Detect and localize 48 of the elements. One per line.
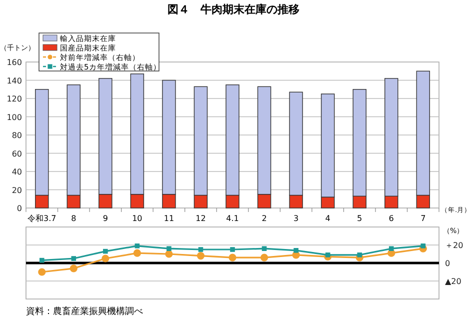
y-tick-label: 60 [12, 149, 22, 158]
point [325, 252, 330, 258]
x-tick-label: 12 [196, 214, 206, 223]
y-tick-label: 20 [12, 186, 22, 195]
x-tick-label: 5 [357, 214, 362, 223]
y-tick-label: 160 [6, 58, 22, 67]
point [294, 248, 298, 253]
x-tick-label: 令和3.7 [28, 214, 56, 223]
x-tick-label: 4.1 [226, 214, 239, 223]
point [228, 254, 236, 262]
x-tick-label: 11 [164, 214, 174, 223]
x-tick-label: 2 [262, 214, 267, 223]
point [262, 246, 267, 251]
point [39, 258, 44, 263]
y-tick-label: 80 [12, 131, 22, 140]
text: 資料：農畜産業振興機構調べ [26, 306, 143, 317]
y-tick-label: ▲20 [445, 277, 462, 286]
y-tick-label: 0 [445, 259, 450, 268]
x-tick-label: 10 [132, 214, 142, 223]
point [420, 244, 426, 248]
point [103, 248, 108, 254]
point [166, 246, 172, 251]
x-tick-label: 9 [102, 214, 108, 223]
y-tick-label: 120 [6, 94, 22, 104]
y-tick-label: 0 [16, 204, 22, 213]
x-tick-label: 6 [388, 214, 394, 223]
point [38, 268, 46, 276]
point [134, 244, 140, 248]
x-tick-label: 8 [71, 214, 76, 223]
y-tick-label: 140 [6, 76, 22, 86]
point [388, 246, 394, 251]
y-tick-label: ＋20 [445, 241, 464, 250]
point [71, 256, 76, 261]
point [133, 249, 141, 257]
y-tick-label: 40 [12, 168, 22, 176]
point [70, 264, 78, 272]
x-tick-label: 7 [420, 214, 426, 223]
chart-title: 図４ 牛肉期末在庫の推移 [168, 3, 300, 16]
x-tick-label: 4 [325, 214, 330, 223]
point [198, 247, 204, 252]
y-tick-label: 100 [6, 112, 22, 122]
point [357, 252, 362, 258]
x-tick-label: 3 [293, 214, 299, 223]
point [260, 254, 268, 262]
point [230, 247, 235, 252]
point [196, 252, 205, 260]
point [102, 254, 110, 262]
point [165, 250, 173, 258]
